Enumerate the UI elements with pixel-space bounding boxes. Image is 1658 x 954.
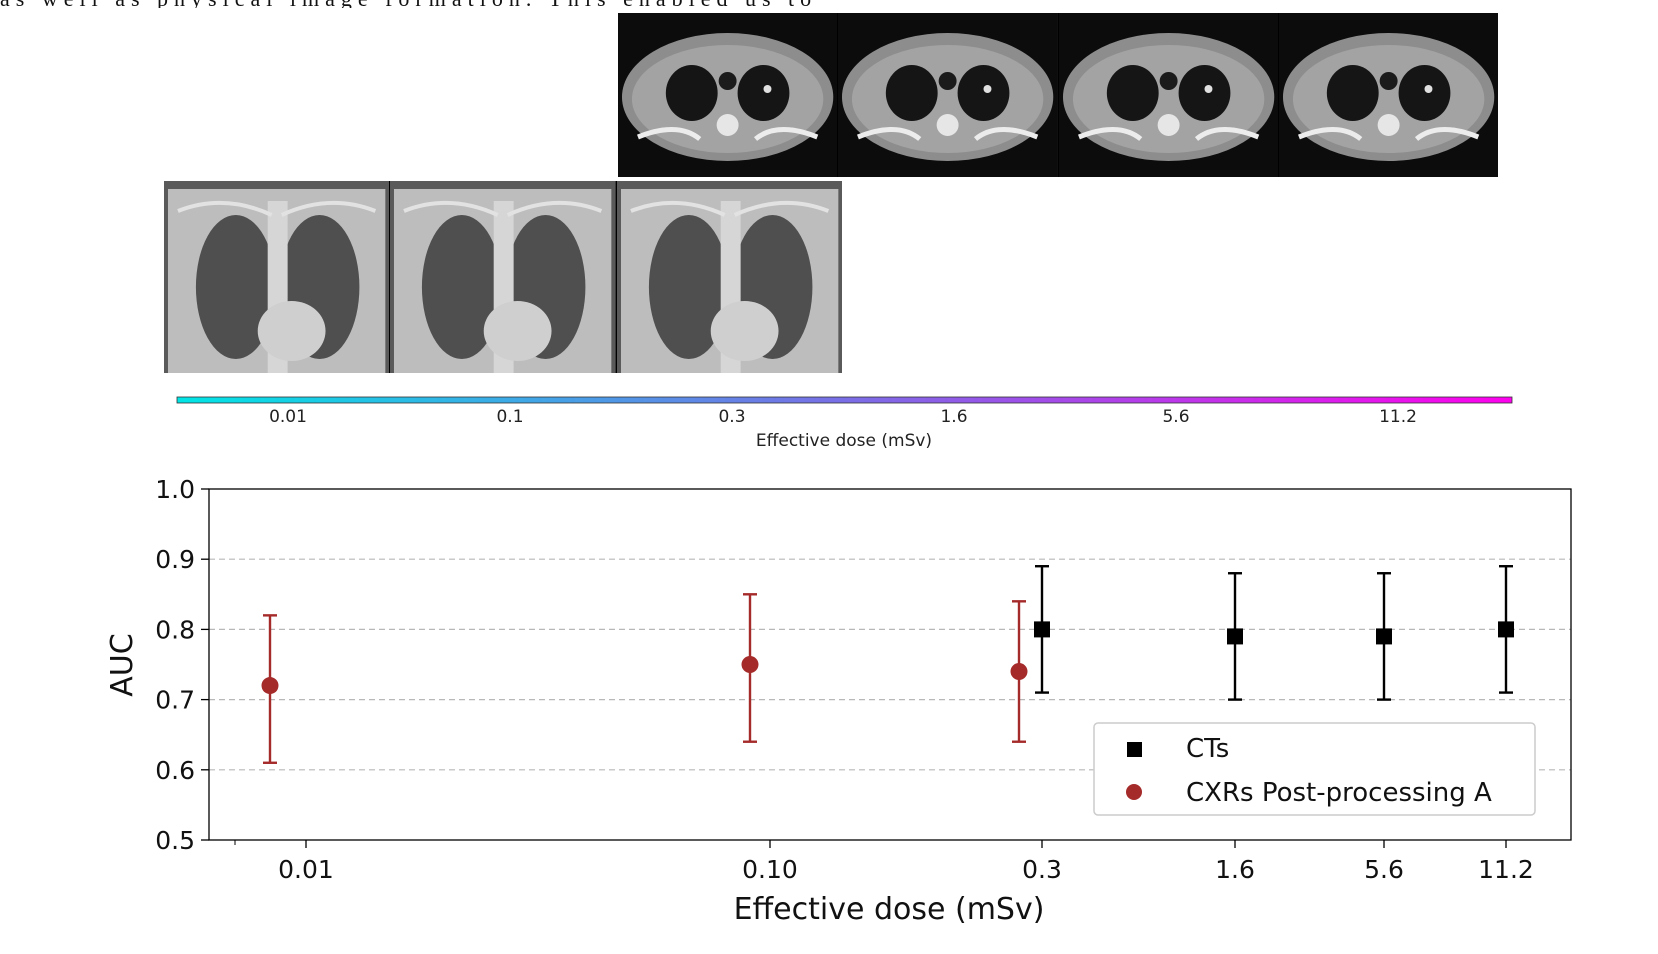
y-tick-label: 0.7 [155, 686, 195, 715]
ct-point-4 [1498, 565, 1514, 694]
cxr-point-2 [741, 593, 759, 743]
color-scale-tick-label: 11.2 [1379, 407, 1417, 427]
color-scale-tick-label: 1.6 [940, 407, 967, 427]
legend: CTs CXRs Post-processing A [1093, 722, 1536, 816]
y-axis-label: AUC [105, 633, 140, 696]
color-scale-bar [176, 396, 1513, 404]
color-scale-tick-label: 0.1 [496, 407, 523, 427]
ct-marker [1498, 621, 1514, 638]
chest-xray-image-strip [164, 181, 842, 373]
legend-frame [1093, 722, 1536, 816]
ct-slice-image-3 [1058, 13, 1279, 177]
chest-xray-image-1 [164, 181, 391, 373]
y-tick-label: 1.0 [155, 475, 195, 504]
color-scale-label: Effective dose (mSv) [756, 431, 932, 451]
y-tick-label: 0.6 [155, 756, 195, 785]
ct-point-1 [1034, 565, 1050, 694]
y-tick-label: 0.5 [155, 826, 195, 855]
cxr-point-1 [261, 614, 279, 764]
cxr-point-3 [1010, 600, 1028, 743]
ct-point-2 [1227, 572, 1243, 701]
legend-ct-marker [1127, 742, 1142, 757]
chest-xray-image-2 [390, 181, 617, 373]
ct-marker [1376, 628, 1392, 645]
ct-marker [1034, 621, 1050, 638]
legend-cxr-label: CXRs Post-processing A [1186, 778, 1492, 808]
body-text-fragment: as well as physical image formation. Thi… [0, 0, 820, 8]
color-scale-tick-label: 5.6 [1162, 407, 1189, 427]
x-tick-label: 5.6 [1364, 855, 1404, 884]
legend-cxr-marker [1126, 784, 1142, 800]
x-tick-label: 0.3 [1022, 855, 1062, 884]
cxr-marker [261, 677, 279, 695]
plot-frame [208, 488, 1572, 841]
y-tick-label: 0.9 [155, 545, 195, 574]
x-tick-label: 11.2 [1478, 855, 1534, 884]
ct-slice-image-4 [1278, 13, 1498, 177]
auc-chart: 0.50.60.70.80.91.00.01 0.10 0.3 1.6 5.6 11.2 … [105, 475, 1572, 927]
color-scale-tick-label: 0.01 [269, 407, 307, 427]
ct-point-3 [1376, 572, 1392, 701]
x-tick-label: 1.6 [1215, 855, 1255, 884]
cxr-marker [1010, 663, 1028, 681]
cxr-marker [741, 656, 759, 673]
x-axis-label: Effective dose (mSv) [734, 892, 1045, 927]
ct-marker [1227, 628, 1243, 645]
x-tick-label: 0.01 [278, 855, 334, 884]
ct-slice-image-2 [838, 13, 1059, 177]
chest-xray-image-3 [616, 181, 842, 373]
x-tick-label: 0.10 [742, 855, 798, 884]
ct-image-strip [618, 13, 1498, 177]
legend-ct-label: CTs [1186, 734, 1229, 764]
color-scale-tick-label: 0.3 [718, 407, 745, 427]
dose-color-scale: 0.01 0.1 0.3 1.6 5.6 11.2 Effective dose (mSv… [176, 396, 1513, 451]
y-tick-label: 0.8 [155, 615, 195, 644]
ct-slice-image-1 [618, 13, 839, 177]
